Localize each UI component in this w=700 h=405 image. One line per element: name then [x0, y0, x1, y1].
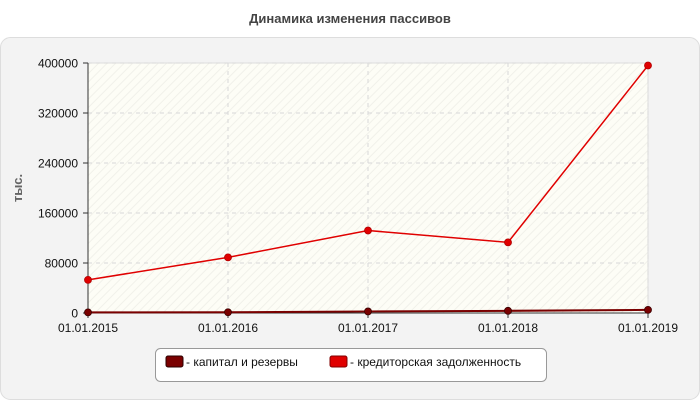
- data-point: [644, 61, 652, 70]
- y-tick-label: 80000: [45, 257, 79, 271]
- x-tick-label: 01.01.2018: [478, 321, 538, 335]
- y-axis-title: тыс.: [10, 174, 25, 202]
- y-tick-label: 160000: [38, 207, 78, 221]
- chart-title: Динамика изменения пассивов: [249, 11, 451, 26]
- x-tick-label: 01.01.2015: [58, 321, 118, 335]
- data-point: [224, 253, 232, 262]
- data-point: [364, 307, 372, 316]
- plot-area: [87, 62, 649, 314]
- data-point: [224, 308, 232, 317]
- legend-label: - капитал и резервы: [186, 355, 298, 369]
- data-point: [504, 306, 512, 315]
- data-point: [364, 226, 372, 235]
- y-tick-label: 320000: [38, 107, 78, 121]
- data-point: [644, 305, 652, 314]
- legend-label: - кредиторская задолженность: [350, 355, 521, 369]
- data-point: [84, 308, 92, 317]
- legend-box: [155, 348, 547, 382]
- x-tick-label: 01.01.2016: [198, 321, 258, 335]
- y-tick-label: 240000: [38, 157, 78, 171]
- x-tick-label: 01.01.2017: [338, 321, 398, 335]
- legend-swatch: [165, 355, 184, 368]
- y-tick-label: 400000: [38, 57, 78, 71]
- data-point: [504, 238, 512, 247]
- y-tick-label: 0: [71, 307, 78, 321]
- legend-swatch: [329, 355, 348, 368]
- data-point: [84, 275, 92, 284]
- x-tick-label: 01.01.2019: [618, 321, 678, 335]
